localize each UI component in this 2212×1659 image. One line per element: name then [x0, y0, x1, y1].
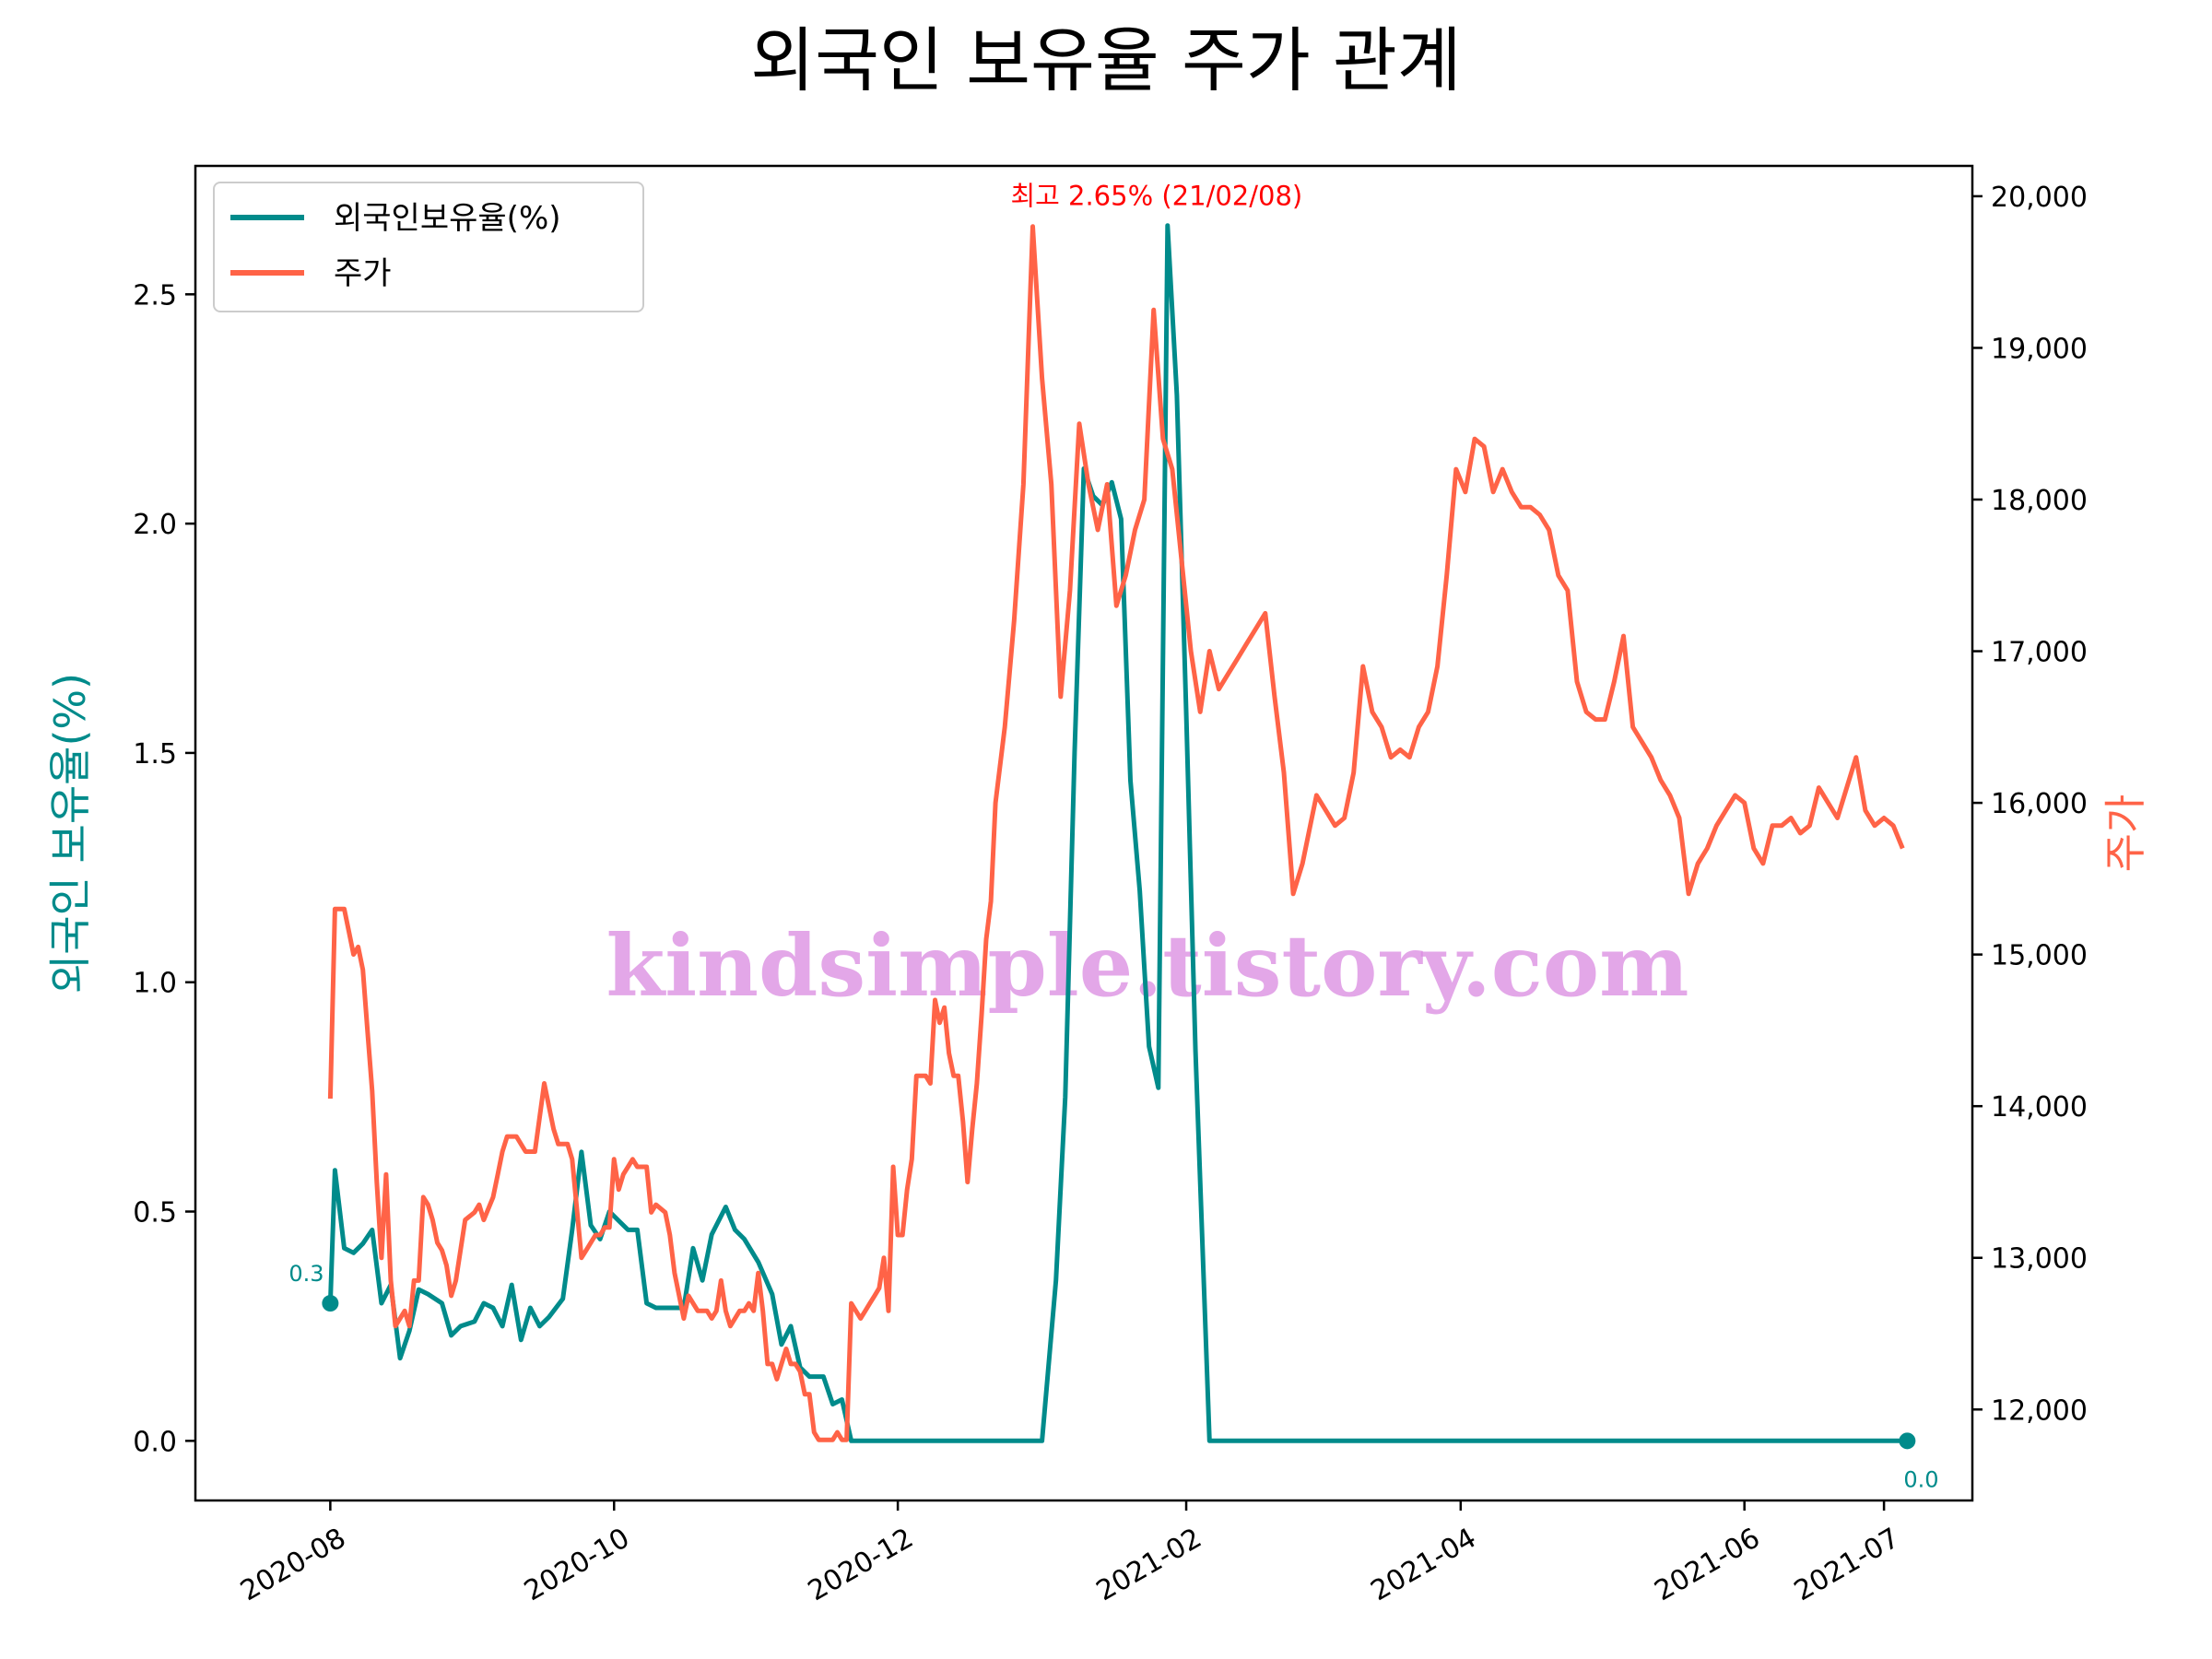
- end-label: 0.0: [1903, 1466, 1938, 1492]
- y-axis-left: 0.0 0.5 1.0 1.5 2.0 2.5: [133, 279, 195, 1458]
- series-line-stock-price: [327, 224, 1905, 1442]
- y-axis-left-label: 외국인 보유율(%): [45, 673, 95, 994]
- y-left-tick-label: 2.0: [133, 509, 177, 541]
- series-layer: [327, 223, 1908, 1443]
- y-left-tick-label: 0.0: [133, 1426, 177, 1458]
- plot-frame: [194, 164, 1974, 1502]
- y-right-tick-label: 18,000: [1991, 485, 2088, 517]
- y-right-tick-label: 20,000: [1991, 182, 2088, 214]
- y-left-tick-label: 2.5: [133, 279, 177, 312]
- start-label: 0.3: [288, 1261, 324, 1287]
- y-left-tick-label: 1.0: [133, 968, 177, 1000]
- y-axis-right-label: 주가: [2100, 794, 2150, 873]
- legend-label-price: 주가: [334, 255, 392, 292]
- legend-label-foreign: 외국인보유율(%): [334, 200, 561, 237]
- y-right-tick-label: 19,000: [1991, 333, 2088, 365]
- y-right-tick-label: 17,000: [1991, 637, 2088, 669]
- max-annotation: 최고 2.65% (21/02/08): [1010, 181, 1302, 212]
- y-right-tick-label: 14,000: [1991, 1091, 2088, 1124]
- chart-title: 외국인 보유율 주가 관계: [750, 19, 1462, 101]
- y-left-tick-label: 0.5: [133, 1197, 177, 1230]
- legend-box: [213, 182, 644, 312]
- marks-layer: 0.3 0.0 최고 2.65% (21/02/08): [288, 181, 1938, 1493]
- y-axis-right: 12,000 13,000 14,000 15,000 16,000 17,000 18,0…: [1972, 182, 2088, 1427]
- y-right-tick-label: 15,000: [1991, 940, 2088, 972]
- y-right-tick-label: 12,000: [1991, 1394, 2088, 1427]
- y-right-tick-label: 16,000: [1991, 788, 2088, 820]
- legend: 외국인보유율(%) 주가: [213, 182, 644, 312]
- y-right-tick-label: 13,000: [1991, 1243, 2088, 1276]
- start-point-marker: [322, 1295, 339, 1312]
- y-left-tick-label: 1.5: [133, 738, 177, 771]
- end-point-marker: [1899, 1432, 1916, 1450]
